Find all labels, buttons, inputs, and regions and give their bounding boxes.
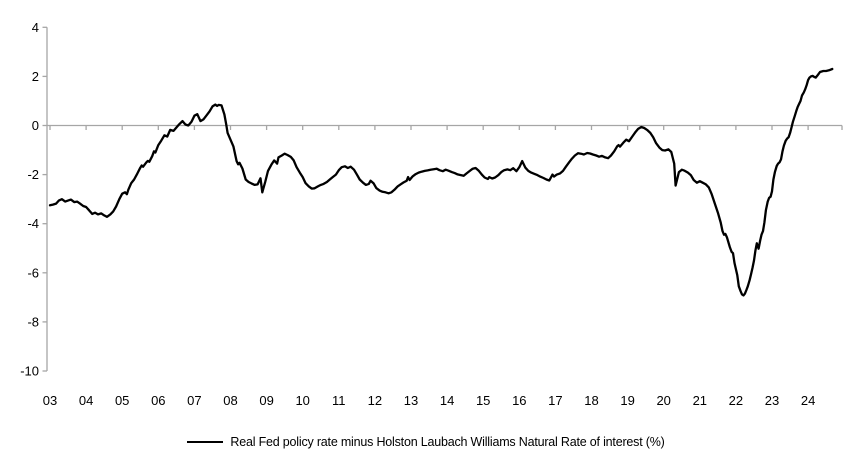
y-axis-tick-label: -6 [27, 265, 39, 280]
x-axis-tick-label: 15 [476, 393, 490, 408]
x-axis-tick-label: 19 [620, 393, 634, 408]
x-axis-tick-label: 20 [656, 393, 670, 408]
x-axis-tick-label: 04 [79, 393, 93, 408]
y-axis-tick-label: -2 [27, 167, 39, 182]
x-axis-tick-label: 23 [765, 393, 779, 408]
x-axis-tick-label: 07 [187, 393, 201, 408]
y-axis-tick-label: 2 [32, 69, 39, 84]
x-axis-tick-label: 22 [729, 393, 743, 408]
x-axis-tick-label: 09 [259, 393, 273, 408]
x-axis-tick-label: 10 [295, 393, 309, 408]
legend: Real Fed policy rate minus Holston Lauba… [0, 431, 852, 453]
x-axis-tick-label: 06 [151, 393, 165, 408]
x-axis-tick-label: 05 [115, 393, 129, 408]
y-axis-tick-label: -10 [20, 364, 39, 379]
x-axis-tick-label: 08 [223, 393, 237, 408]
series-line [48, 67, 834, 297]
x-axis-tick-label: 21 [693, 393, 707, 408]
x-axis-tick-label: 24 [801, 393, 815, 408]
x-axis-tick-label: 12 [368, 393, 382, 408]
x-axis-tick-label: 18 [584, 393, 598, 408]
x-axis-tick-label: 16 [512, 393, 526, 408]
x-axis-tick-label: 03 [43, 393, 57, 408]
x-axis-tick-label: 17 [548, 393, 562, 408]
y-axis-tick-label: -8 [27, 314, 39, 329]
y-axis-tick-label: 4 [32, 20, 39, 35]
x-axis-tick-label: 11 [332, 393, 346, 408]
legend-line-marker [187, 441, 224, 443]
x-axis-tick-label: 13 [404, 393, 418, 408]
y-axis-tick-label: -4 [27, 216, 39, 231]
x-axis-tick-label: 14 [440, 393, 454, 408]
y-axis-tick-label: 0 [32, 118, 39, 133]
legend-label: Real Fed policy rate minus Holston Lauba… [230, 435, 665, 449]
